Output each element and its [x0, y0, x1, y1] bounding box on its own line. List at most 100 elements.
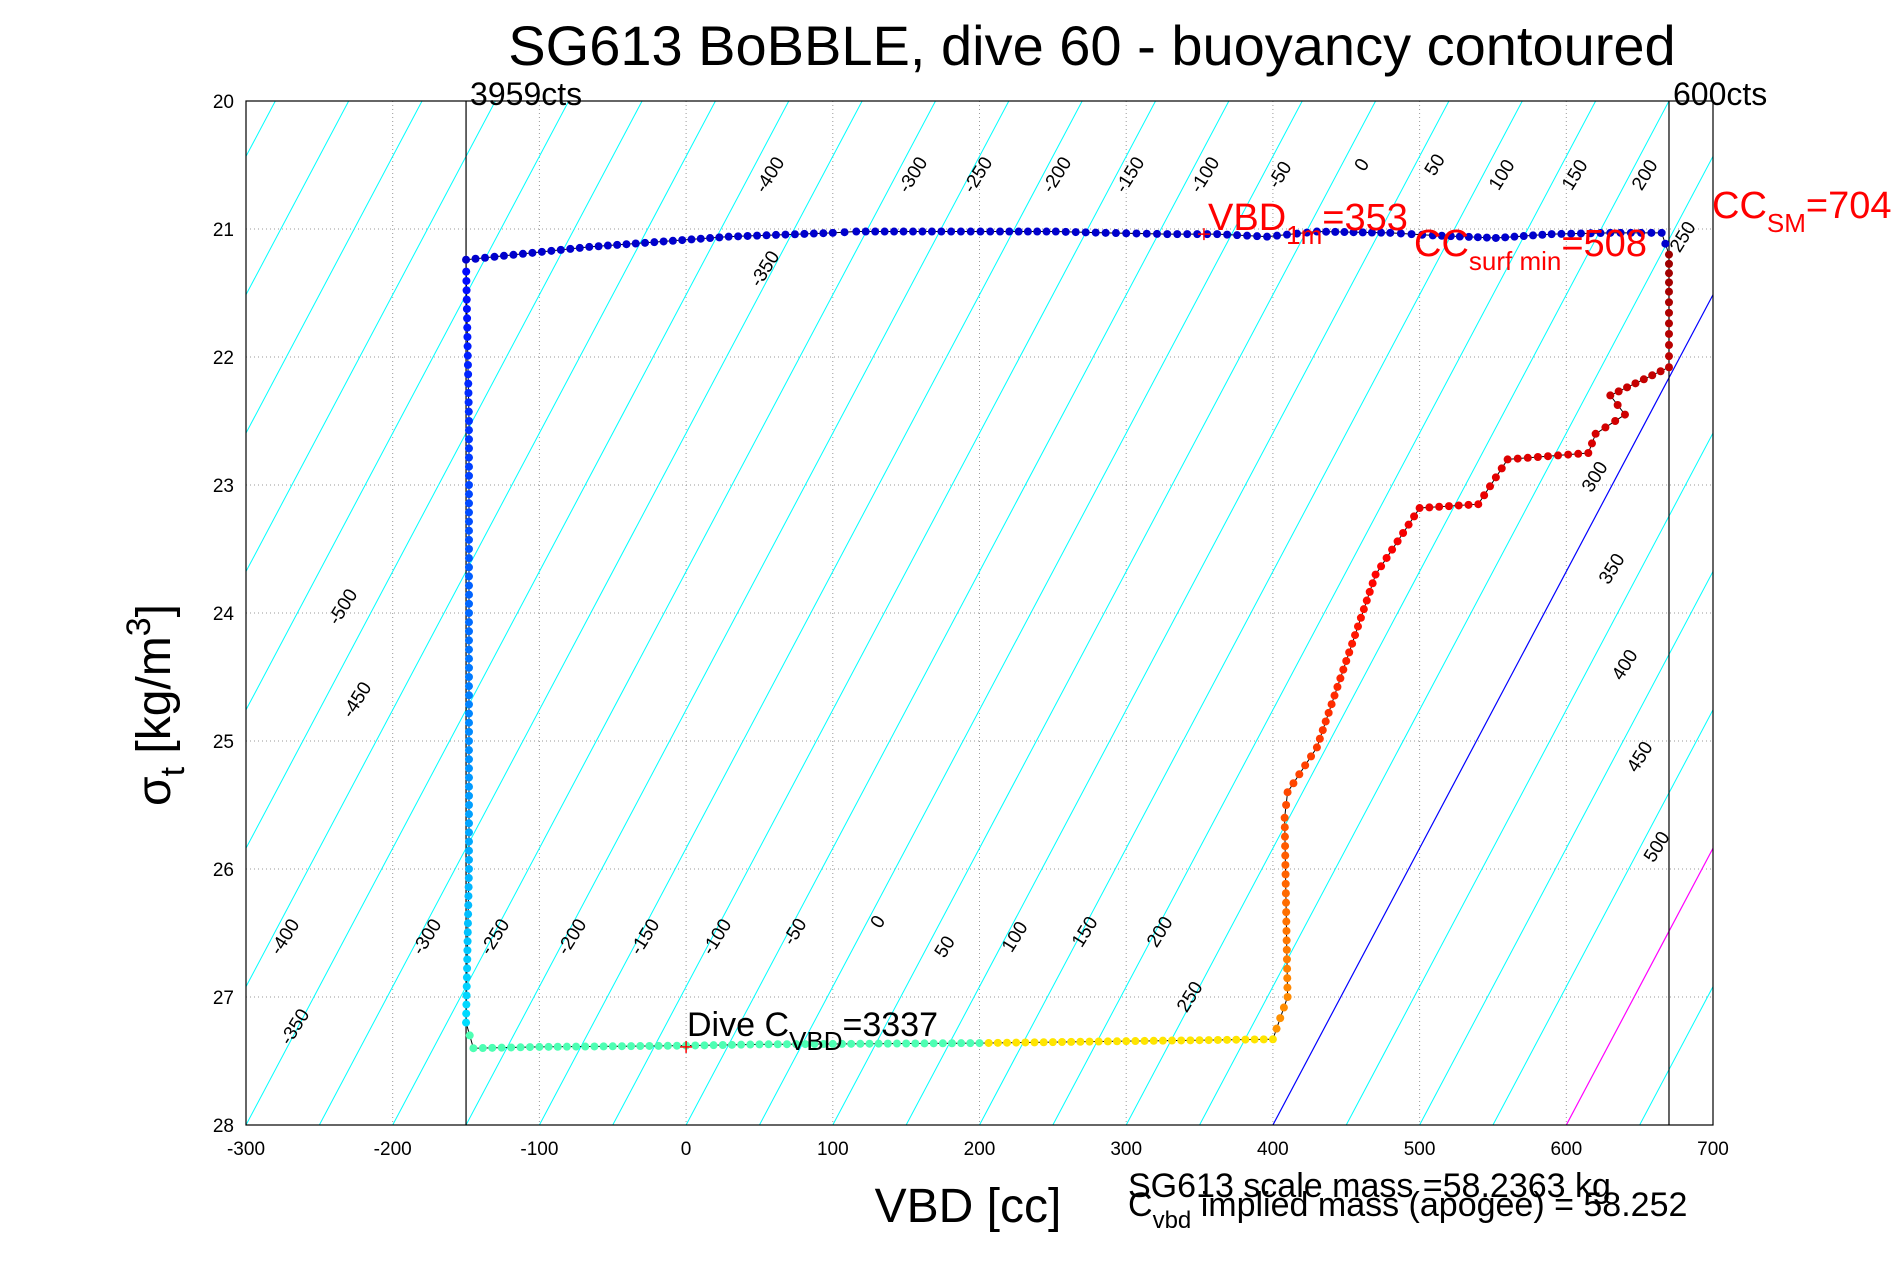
profile-point: [464, 782, 473, 791]
profile-point: [1596, 229, 1605, 238]
profile-point: [753, 231, 762, 240]
profile-point: [464, 444, 473, 453]
profile-point: [1204, 1036, 1213, 1045]
profile-point: [937, 227, 946, 236]
profile-point: [1283, 964, 1292, 973]
profile-point: [781, 230, 790, 239]
profile-point: [464, 572, 473, 581]
profile-point: [1418, 230, 1427, 239]
profile-point: [1491, 473, 1500, 482]
profile-point: [1396, 229, 1405, 238]
profile-point: [700, 1041, 709, 1050]
profile-point: [1213, 1035, 1222, 1044]
profile-point: [1259, 1035, 1268, 1044]
profile-point: [837, 1039, 846, 1048]
contour-line: [1199, 155, 1713, 1125]
contour-label: -250: [959, 153, 997, 196]
profile-point: [1140, 1036, 1149, 1045]
profile-point: [636, 1042, 645, 1051]
profile-point: [594, 242, 603, 251]
profile-point: [581, 1042, 590, 1051]
buoyancy-contours: [0, 101, 1713, 1125]
profile-point: [1614, 387, 1623, 396]
profile-point: [464, 398, 473, 407]
profile-point: [1012, 1038, 1021, 1047]
profile-point: [1177, 1036, 1186, 1045]
profile-point: [1281, 889, 1290, 898]
contour-label: -200: [553, 915, 591, 958]
profile-point: [1033, 227, 1042, 236]
y-tick-label: 22: [213, 348, 234, 369]
contour-label: -500: [324, 585, 362, 628]
contour-label: 200: [1628, 156, 1663, 194]
profile-point: [627, 1042, 636, 1051]
profile-point: [1482, 233, 1491, 242]
profile-point: [1348, 639, 1357, 648]
profile-point: [1664, 352, 1673, 361]
profile-point: [1103, 1037, 1112, 1046]
profile-point: [755, 1040, 764, 1049]
profile-point: [464, 892, 473, 901]
profile-point: [462, 304, 471, 313]
vbd-1m-annotation: VBD1m=353: [1208, 197, 1408, 250]
profile-point: [764, 1040, 773, 1049]
profile-point: [1587, 439, 1596, 448]
profile-point: [590, 1042, 599, 1051]
profile-point: [599, 1042, 608, 1051]
profile-point: [1567, 229, 1576, 238]
profile-point: [1023, 227, 1032, 236]
profile-point: [1318, 726, 1327, 735]
profile-point: [1664, 363, 1673, 372]
contour-line: [0, 101, 129, 1125]
profile-point: [1639, 375, 1648, 384]
profile-point: [718, 1041, 727, 1049]
profile-point: [464, 535, 473, 544]
profile-point: [1312, 743, 1321, 752]
profile-point: [1480, 491, 1489, 500]
profile-point: [1664, 259, 1673, 268]
profile-point: [1510, 232, 1519, 241]
profile-point: [1342, 657, 1351, 665]
profile-point: [1574, 449, 1583, 458]
contour-label: 350: [1595, 550, 1630, 588]
profile-point: [463, 323, 472, 332]
profile-point: [663, 1041, 672, 1050]
profile-point: [1321, 717, 1330, 726]
contour-line: [246, 101, 643, 850]
cc-surf-min-annotation: CCsurf min=508: [1414, 223, 1647, 276]
profile-point: [947, 1039, 956, 1048]
profile-point: [1183, 230, 1192, 239]
contour-line: [1492, 708, 1713, 1125]
profile-point: [1081, 228, 1090, 237]
profile-point: [1101, 228, 1110, 237]
profile-point: [1613, 401, 1622, 409]
profile-point: [1280, 823, 1289, 832]
profile-point: [528, 248, 537, 257]
profile-point: [464, 517, 473, 526]
profile-point: [1631, 379, 1640, 388]
contour-label: -350: [276, 1005, 314, 1048]
profile-point: [1005, 227, 1014, 236]
profile-point: [562, 1042, 571, 1051]
profile-point: [1356, 613, 1365, 622]
profile-point: [1281, 860, 1290, 869]
profile-point: [986, 227, 995, 236]
profile-point: [1223, 1035, 1232, 1044]
profile-point: [1272, 1024, 1281, 1033]
profile-point: [1268, 1035, 1277, 1044]
profile-point: [1193, 230, 1202, 239]
profile-point: [1283, 788, 1292, 797]
profile-point: [1353, 622, 1362, 631]
profile-point: [464, 764, 473, 773]
y-tick-label: 26: [213, 860, 234, 881]
profile-point: [1362, 596, 1371, 605]
contour-label: 0: [867, 912, 890, 932]
profile-point: [1523, 453, 1532, 462]
profile-point: [1243, 231, 1252, 240]
contour-label: -400: [266, 915, 304, 958]
profile-point: [1279, 1003, 1288, 1012]
profile-point: [800, 229, 809, 238]
profile-point: [1223, 230, 1232, 239]
profile-point: [1367, 228, 1376, 237]
profile-point: [585, 242, 594, 251]
